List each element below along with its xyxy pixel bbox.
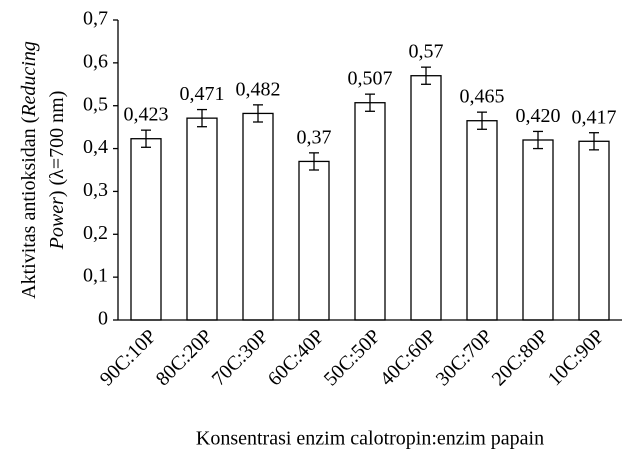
x-tick-label: 10C:90P (544, 325, 609, 390)
bar (242, 112, 274, 321)
y-axis-label-part: Power (46, 197, 68, 250)
value-label: 0,37 (297, 126, 332, 148)
value-label: 0,57 (409, 41, 444, 63)
value-label: 0,471 (180, 83, 225, 105)
value-label: 0,482 (236, 78, 281, 100)
x-tick-label: 80C:20P (152, 325, 217, 390)
bar (186, 117, 218, 321)
bar (298, 160, 330, 321)
y-tick-label: 0,6 (83, 50, 108, 72)
x-tick-label: 40C:60P (376, 325, 441, 390)
value-label: 0,423 (124, 104, 169, 126)
y-tick-label: 0,7 (83, 8, 108, 30)
y-tick-label: 0 (98, 308, 108, 330)
x-tick-label: 30C:70P (432, 325, 497, 390)
y-axis-label: Aktivitas antioksidan (Reducing (18, 41, 40, 299)
x-tick-label: 50C:50P (320, 325, 385, 390)
value-label: 0,507 (348, 68, 393, 90)
x-axis-label: Konsentrasi enzim calotropin:enzim papai… (196, 428, 544, 450)
value-label: 0,417 (572, 106, 617, 128)
y-axis-label: Power) (λ=700 nm) (46, 91, 68, 251)
value-label: 0,465 (460, 86, 505, 108)
y-tick-label: 0,1 (83, 265, 108, 287)
x-tick-label: 90C:10P (96, 325, 161, 390)
value-label: 0,420 (516, 105, 561, 127)
y-tick-label: 0,5 (83, 93, 108, 115)
x-tick-label: 20C:80P (488, 325, 553, 390)
bar (522, 139, 554, 321)
bar (354, 102, 386, 321)
x-tick-label: 60C:40P (264, 325, 329, 390)
bar (130, 138, 162, 321)
y-tick-label: 0,4 (83, 136, 108, 158)
bar (410, 75, 442, 321)
bar (466, 120, 498, 321)
y-tick-label: 0,2 (83, 222, 108, 244)
y-axis-label-part: ) (λ=700 nm) (46, 91, 68, 198)
y-axis-label-part: Reducing (18, 41, 40, 118)
y-tick-label: 0,3 (83, 179, 108, 201)
x-tick-label: 70C:30P (208, 325, 273, 390)
bar (578, 140, 610, 321)
y-axis-label-part: Aktivitas antioksidan ( (18, 116, 40, 299)
